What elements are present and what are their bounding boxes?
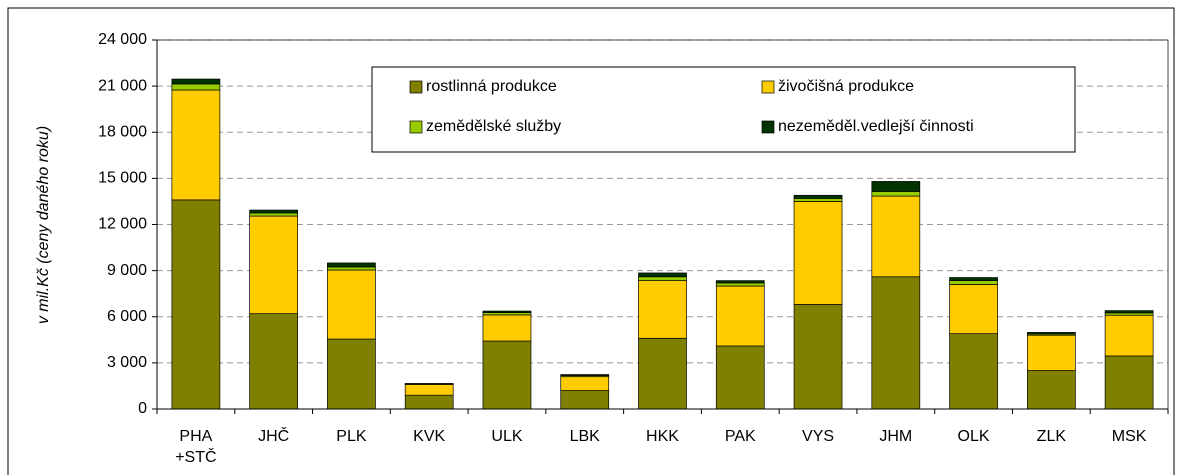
bar-segment [638,280,687,339]
legend-label: rostlinná produkce [426,78,557,95]
x-tick-label: KVK [413,428,446,445]
bar-segment [949,277,998,281]
y-tick-label: 15 000 [98,170,147,187]
bar-segment [249,215,299,315]
y-tick-label: 3 000 [107,354,147,371]
legend-swatch [761,120,775,134]
bar-segment [1026,370,1076,410]
bar-segment [871,276,921,410]
bar-segment [715,280,765,284]
bar-segment [249,313,299,410]
legend-label: živočišná produkce [778,78,914,95]
bar-segment [949,284,998,335]
x-tick-label: PHA +STČ [175,428,217,466]
bar-segment [1104,314,1154,357]
bar-segment [560,390,610,410]
y-tick-label: 9 000 [107,262,147,279]
x-tick-label: OLK [957,428,990,445]
bar-segment [793,198,843,202]
y-tick-label: 0 [138,400,147,417]
bar-segment [1104,310,1154,314]
bar-segment [793,194,843,199]
bar-segment [715,345,765,410]
bar-segment [327,338,376,410]
bar-segment [327,262,376,268]
bar-segment [171,199,221,410]
bar-segment [171,83,221,91]
y-tick-label: 21 000 [98,77,147,94]
bar-segment [327,266,376,271]
bar-segment [560,374,610,376]
bar-segment [171,78,221,85]
bar-segment [249,212,299,217]
bar-segment [249,209,299,214]
x-tick-label: PAK [724,428,756,445]
bar-segment [404,384,454,396]
y-tick-label: 18 000 [98,123,147,140]
bar-segment [871,191,921,197]
bar-segment [560,376,610,391]
legend-label: nezeměděl.vedlejší činnosti [778,118,974,135]
x-tick-label: PLK [336,428,367,445]
plot-border [156,39,1169,410]
bar-segment [482,310,532,313]
bar-segment [871,181,921,192]
bar-segment [715,282,765,287]
y-tick-label: 6 000 [107,308,147,325]
bar-segment [715,285,765,347]
bar-segment [404,394,454,410]
bar-segment [949,333,998,410]
bar-segment [1104,355,1154,410]
bar-segment [871,195,921,278]
bar-segment [327,269,376,340]
x-tick-label: ZLK [1036,428,1067,445]
x-tick-label: HKK [646,428,679,445]
legend-swatch [409,80,423,94]
y-tick-label: 24 000 [98,31,147,48]
y-axis-label: v mil.Kč (ceny daného roku) [35,126,52,324]
x-tick-label: ULK [491,428,523,445]
bar-segment [638,337,687,410]
bar-segment [638,276,687,281]
x-tick-label: MSK [1111,428,1147,445]
x-tick-label: JHM [879,428,913,445]
legend-label: zemědělské služby [426,118,561,135]
chart-border [7,7,1175,475]
bar-segment [793,304,843,410]
bar-segment [1026,332,1076,335]
legend-swatch [409,120,423,134]
bar-segment [793,201,843,305]
y-tick-label: 12 000 [98,216,147,233]
x-tick-label: JHČ [258,428,290,445]
bar-segment [949,280,998,285]
x-tick-label: VYS [802,428,835,445]
x-tick-label: LBK [569,428,600,445]
bar-segment [482,340,532,410]
bar-segment [1026,334,1076,371]
legend-swatch [761,80,775,94]
bar-segment [171,89,221,201]
bar-segment [482,314,532,342]
bar-segment [638,272,687,278]
legend-box [371,66,1076,153]
